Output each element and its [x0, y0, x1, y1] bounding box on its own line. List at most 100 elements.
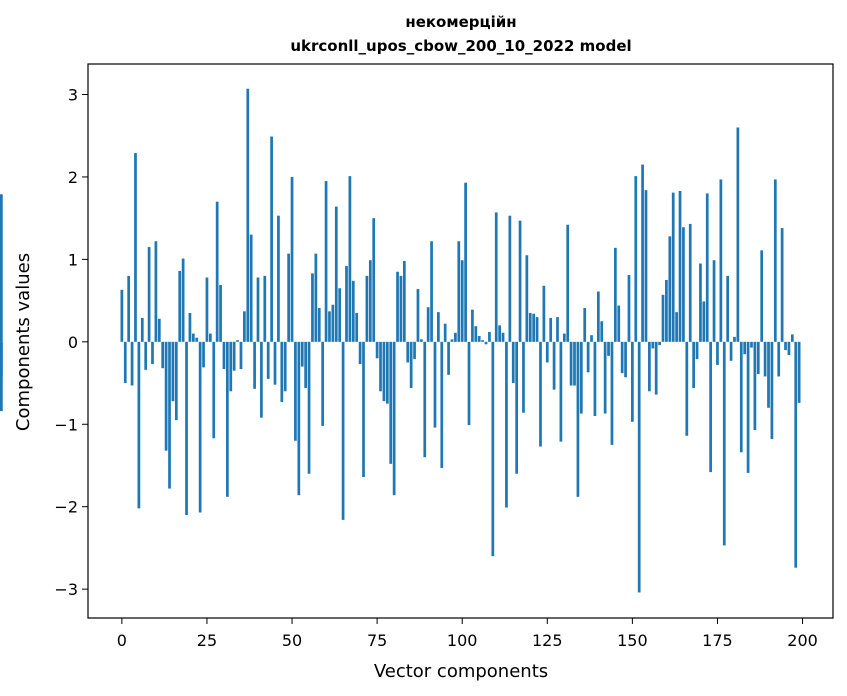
- bar-134: [576, 341, 580, 497]
- x-axis-label: Vector components: [374, 661, 548, 682]
- bar-40: [256, 277, 260, 342]
- bar-95: [443, 323, 447, 342]
- bar-92: [433, 341, 437, 428]
- x-axis-ticks: 0 25 50 75 100 125 150 175 200: [117, 618, 818, 650]
- bar-114: [508, 215, 512, 342]
- bar-undefined: [0, 341, 3, 377]
- bar-142: [603, 341, 607, 414]
- bar-111: [498, 325, 501, 342]
- bar-124: [542, 285, 546, 342]
- bar-136: [583, 308, 587, 342]
- bar-140: [596, 291, 600, 342]
- bar-183: [743, 341, 747, 355]
- bar-13: [164, 341, 168, 451]
- y-axis-label: Components values: [13, 253, 34, 431]
- bar-76: [379, 341, 382, 392]
- bar-58: [317, 308, 321, 342]
- bar-27: [212, 341, 216, 439]
- bar-0: [120, 289, 124, 342]
- bar-138: [590, 335, 593, 342]
- bar-170: [699, 263, 702, 342]
- bar-7: [144, 341, 148, 370]
- bar-198: [794, 341, 798, 568]
- bar-51: [294, 341, 297, 441]
- bar-17: [178, 270, 182, 342]
- bar-75: [375, 341, 379, 359]
- bar-85: [409, 341, 413, 388]
- bar-153: [641, 164, 644, 342]
- bar-31: [226, 341, 229, 497]
- bar-100: [460, 260, 464, 342]
- bar-158: [658, 341, 661, 346]
- bar-80: [392, 341, 396, 496]
- x-tick-label: 0: [117, 631, 127, 650]
- bar-42: [263, 275, 267, 342]
- bar-128: [556, 317, 559, 342]
- bar-144: [610, 341, 614, 445]
- bar-66: [345, 265, 348, 342]
- bar-135: [579, 341, 583, 414]
- chart-title-line-2: ukrconll_upos_cbow_200_10_2022 model: [290, 37, 631, 55]
- bar-44: [270, 136, 273, 342]
- bar-16: [174, 341, 178, 421]
- bar-73: [368, 260, 372, 342]
- bar-129: [559, 341, 563, 442]
- bar-113: [505, 341, 508, 508]
- bar-57: [314, 253, 318, 342]
- bar-192: [773, 179, 777, 342]
- bar-165: [682, 227, 685, 342]
- bar-102: [467, 341, 471, 426]
- y-tick-label: 0: [68, 333, 78, 352]
- bar-12: [161, 341, 165, 369]
- bar-123: [539, 341, 542, 447]
- bar-43: [266, 341, 270, 379]
- bar-105: [477, 336, 481, 342]
- x-tick-label: 200: [787, 631, 818, 650]
- bar-20: [188, 312, 192, 342]
- x-tick-label: 175: [702, 631, 733, 650]
- bar-190: [767, 341, 770, 408]
- bar-74: [372, 218, 376, 342]
- bar-94: [440, 341, 444, 468]
- bar-157: [654, 341, 658, 395]
- bar-154: [644, 190, 648, 342]
- y-axis-ticks: 3 2 1 0 −1 −2 −3: [54, 86, 88, 599]
- bar-163: [675, 312, 678, 342]
- bar-64: [338, 288, 342, 342]
- bar-194: [780, 228, 784, 342]
- bar-107: [484, 341, 488, 345]
- bar-119: [525, 255, 529, 342]
- bar-53: [300, 341, 304, 367]
- bar-2: [127, 275, 131, 342]
- y-tick-label: −2: [54, 498, 78, 517]
- bar-69: [355, 312, 359, 342]
- bar-177: [722, 341, 726, 546]
- bar-54: [304, 341, 307, 388]
- bar-118: [522, 341, 525, 413]
- bar-126: [549, 317, 553, 342]
- bar-125: [545, 341, 549, 363]
- bar-72: [365, 275, 369, 342]
- bar-36: [243, 311, 246, 342]
- bar-30: [222, 341, 226, 370]
- bar-71: [362, 341, 365, 478]
- bar-141: [600, 321, 604, 342]
- bar-81: [396, 271, 399, 342]
- bar-117: [518, 220, 522, 342]
- bar-160: [665, 279, 668, 342]
- bar-149: [627, 275, 631, 342]
- bar-169: [695, 341, 699, 360]
- bar-179: [729, 341, 733, 361]
- bar-120: [528, 312, 532, 342]
- bar-168: [692, 341, 695, 388]
- bar-19: [185, 341, 188, 515]
- bar-22: [195, 337, 199, 342]
- bar-15: [171, 341, 175, 402]
- bar-8: [147, 247, 151, 342]
- bar-41: [260, 341, 263, 418]
- y-tick-label: 3: [68, 86, 78, 105]
- bar-4: [134, 153, 137, 342]
- bar-172: [705, 193, 709, 342]
- bar-148: [624, 341, 627, 378]
